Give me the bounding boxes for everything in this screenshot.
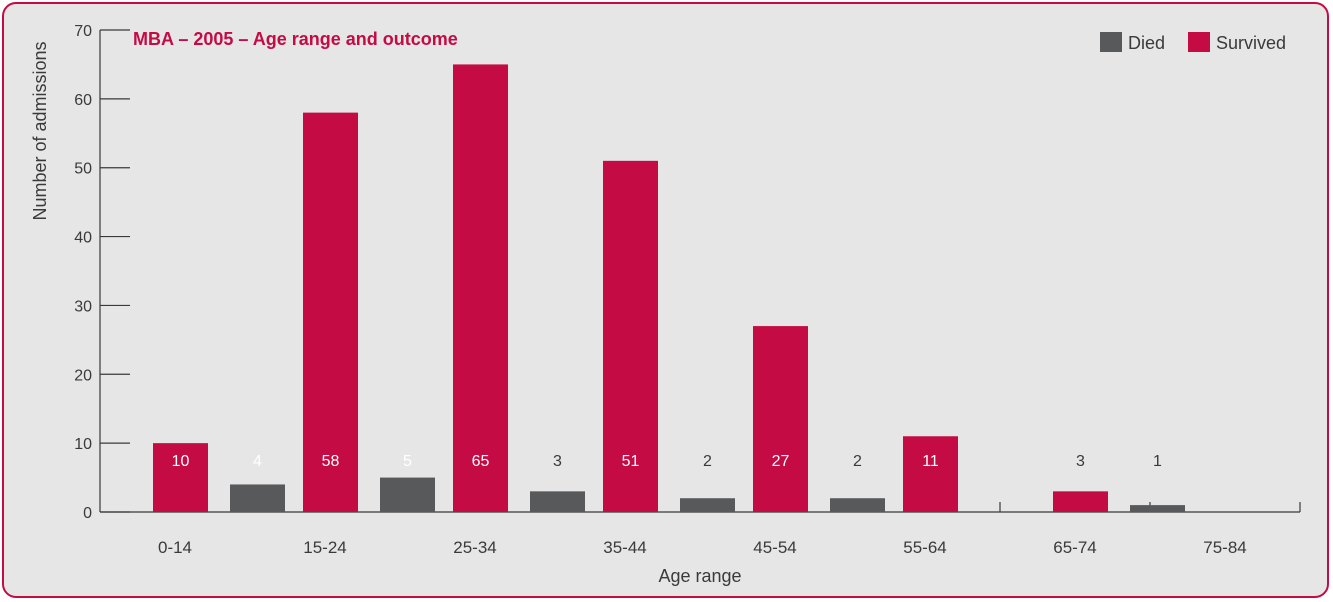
- y-tick-label: 30: [74, 298, 92, 315]
- x-tick-label: 75-84: [1203, 538, 1246, 557]
- x-tick-label: 15-24: [303, 538, 346, 557]
- axes: 0 10 20 30 40 50 60 70 0-14 15-24 25-34 35-44 45-54 5…: [74, 23, 1301, 557]
- y-tick-label: 10: [74, 436, 92, 453]
- y-axis-label: Number of admissions: [30, 41, 50, 220]
- y-tick-label: 60: [74, 92, 92, 109]
- x-tick-label: 55-64: [903, 538, 946, 557]
- data-label-survived-25-34: 65: [472, 453, 490, 470]
- x-tick-label: 0-14: [158, 538, 192, 557]
- data-label-survived-0-14: 10: [172, 453, 190, 470]
- bar-died-15-24: [230, 484, 285, 512]
- legend-swatch-survived: [1188, 32, 1210, 52]
- bar-survived-45-54: [753, 326, 808, 512]
- bar-died-35-44: [530, 491, 585, 512]
- x-tick-label: 35-44: [603, 538, 646, 557]
- y-tick-label: 20: [74, 367, 92, 384]
- data-label-died-75-84: 1: [1153, 453, 1162, 470]
- data-label-died-15-24: 4: [253, 453, 262, 470]
- y-tick-label: 40: [74, 230, 92, 247]
- data-labels: 4 5 3 2 2 1 10 58 65 51 27 11 3: [172, 453, 1162, 470]
- legend-label-survived: Survived: [1216, 33, 1286, 53]
- chart-title: MBA – 2005 – Age range and outcome: [133, 29, 458, 49]
- x-tick-label: 65-74: [1053, 538, 1096, 557]
- x-tick-label: 45-54: [753, 538, 796, 557]
- x-tick-label: 25-34: [453, 538, 496, 557]
- bar-survived-15-24: [303, 112, 358, 512]
- data-label-survived-35-44: 51: [622, 453, 640, 470]
- bars: [153, 64, 1185, 513]
- data-label-survived-15-24: 58: [322, 453, 340, 470]
- x-axis-label: Age range: [658, 566, 741, 586]
- y-tick-label: 70: [74, 23, 92, 40]
- bar-died-75-84: [1130, 505, 1185, 512]
- bar-died-55-64: [830, 498, 885, 512]
- y-tick-label: 0: [83, 505, 92, 522]
- data-label-survived-45-54: 27: [772, 453, 790, 470]
- data-label-died-55-64: 2: [853, 453, 862, 470]
- bar-survived-65-74: [1053, 491, 1108, 512]
- bar-survived-35-44: [603, 160, 658, 513]
- bar-died-25-34: [380, 477, 435, 512]
- bar-survived-0-14: [153, 443, 208, 512]
- data-label-survived-65-74: 3: [1076, 453, 1085, 470]
- data-label-survived-55-64: 11: [922, 453, 939, 470]
- legend-label-died: Died: [1128, 33, 1165, 53]
- data-label-died-25-34: 5: [403, 453, 412, 470]
- legend: Died Survived: [1100, 32, 1286, 53]
- y-tick-label: 50: [74, 161, 92, 178]
- data-label-died-35-44: 3: [553, 453, 562, 470]
- bar-survived-55-64: [903, 436, 958, 512]
- data-label-died-45-54: 2: [703, 453, 712, 470]
- bar-died-45-54: [680, 498, 735, 512]
- legend-swatch-died: [1100, 32, 1122, 52]
- bar-survived-25-34: [453, 64, 508, 512]
